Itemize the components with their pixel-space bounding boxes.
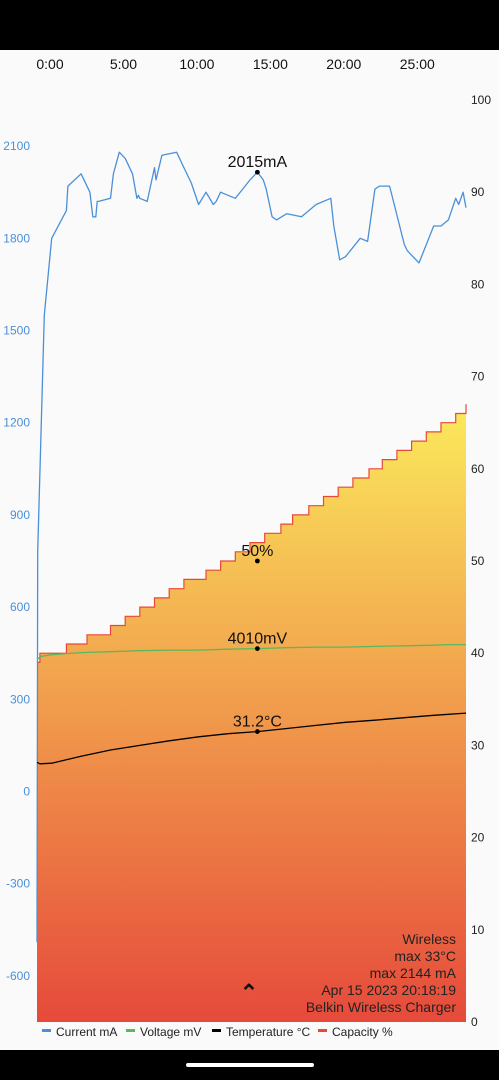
legend-label: Capacity % [332, 1025, 393, 1039]
y-right-tick-label: 50 [471, 554, 485, 568]
y-right-tick-label: 10 [471, 923, 485, 937]
y-right-tick-label: 30 [471, 738, 485, 752]
y-right-tick-label: 80 [471, 277, 485, 291]
callout-dot [254, 169, 260, 175]
info-line: max 33°C [394, 948, 456, 964]
callouts: 2015mA 50% 4010mV 31.2°C [228, 154, 288, 734]
voltage-line [36, 643, 466, 660]
x-tick-label: 10:00 [179, 56, 214, 72]
info-line: Apr 15 2023 20:18:19 [321, 982, 456, 998]
callout-label: 2015mA [228, 154, 288, 171]
capacity-area [37, 404, 466, 1022]
y-left-tick-label: 300 [10, 692, 30, 706]
x-tick-label: 0:00 [36, 56, 63, 72]
chevron-up-icon[interactable]: ⌃ [240, 980, 258, 1005]
current-line [36, 151, 467, 943]
y-right-tick-label: 90 [471, 185, 485, 199]
legend-swatch [318, 1029, 327, 1032]
info-line: Wireless [402, 931, 456, 947]
callout-label: 31.2°C [233, 714, 282, 731]
y-left-tick-label: 2100 [3, 139, 30, 153]
y-left-tick-label: 900 [10, 508, 30, 522]
y-left-tick-label: 1500 [3, 324, 30, 338]
callout-dot [254, 558, 260, 564]
capacity-line [37, 404, 467, 663]
callout-label: 50% [241, 543, 273, 560]
legend-swatch [126, 1029, 135, 1032]
x-tick-label: 5:00 [110, 56, 137, 72]
battery-chart: 0:00 5:00 10:00 15:00 20:00 25:00 2100 1800 150… [3, 56, 491, 1039]
y-axis-left-ticks: 2100 1800 1500 1200 900 600 300 0 -300 -600 [3, 139, 30, 983]
y-right-tick-label: 70 [471, 370, 485, 384]
y-right-tick-label: 20 [471, 831, 485, 845]
callout-label: 4010mV [228, 631, 288, 648]
y-right-tick-label: 40 [471, 646, 485, 660]
legend-label: Temperature °C [226, 1025, 310, 1039]
y-left-tick-label: 1200 [3, 416, 30, 430]
legend-label: Voltage mV [140, 1025, 201, 1039]
home-indicator[interactable] [186, 1063, 314, 1067]
y-right-tick-label: 0 [471, 1015, 478, 1029]
legend-swatch [42, 1029, 51, 1032]
legend-label: Current mA [56, 1025, 117, 1039]
legend-swatch [212, 1029, 221, 1032]
x-axis-ticks: 0:00 5:00 10:00 15:00 20:00 25:00 [36, 56, 435, 72]
callout-dot [254, 646, 260, 651]
x-tick-label: 25:00 [400, 56, 435, 72]
y-left-tick-label: 0 [23, 785, 30, 799]
temperature-line [36, 712, 467, 765]
info-line: Belkin Wireless Charger [306, 999, 456, 1015]
x-tick-label: 20:00 [326, 56, 361, 72]
y-right-tick-label: 60 [471, 462, 485, 476]
y-left-tick-label: -300 [6, 877, 30, 891]
info-line: max 2144 mA [370, 965, 457, 981]
callout-dot [254, 729, 260, 734]
y-left-tick-label: 600 [10, 600, 30, 614]
status-bar [0, 0, 499, 50]
y-right-tick-label: 100 [471, 93, 491, 107]
legend: Current mA Voltage mV Temperature °C Capaci… [42, 1025, 393, 1039]
x-tick-label: 15:00 [253, 56, 288, 72]
plot-area [36, 151, 467, 1022]
y-left-tick-label: 1800 [3, 231, 30, 245]
y-left-tick-label: -600 [6, 969, 30, 983]
